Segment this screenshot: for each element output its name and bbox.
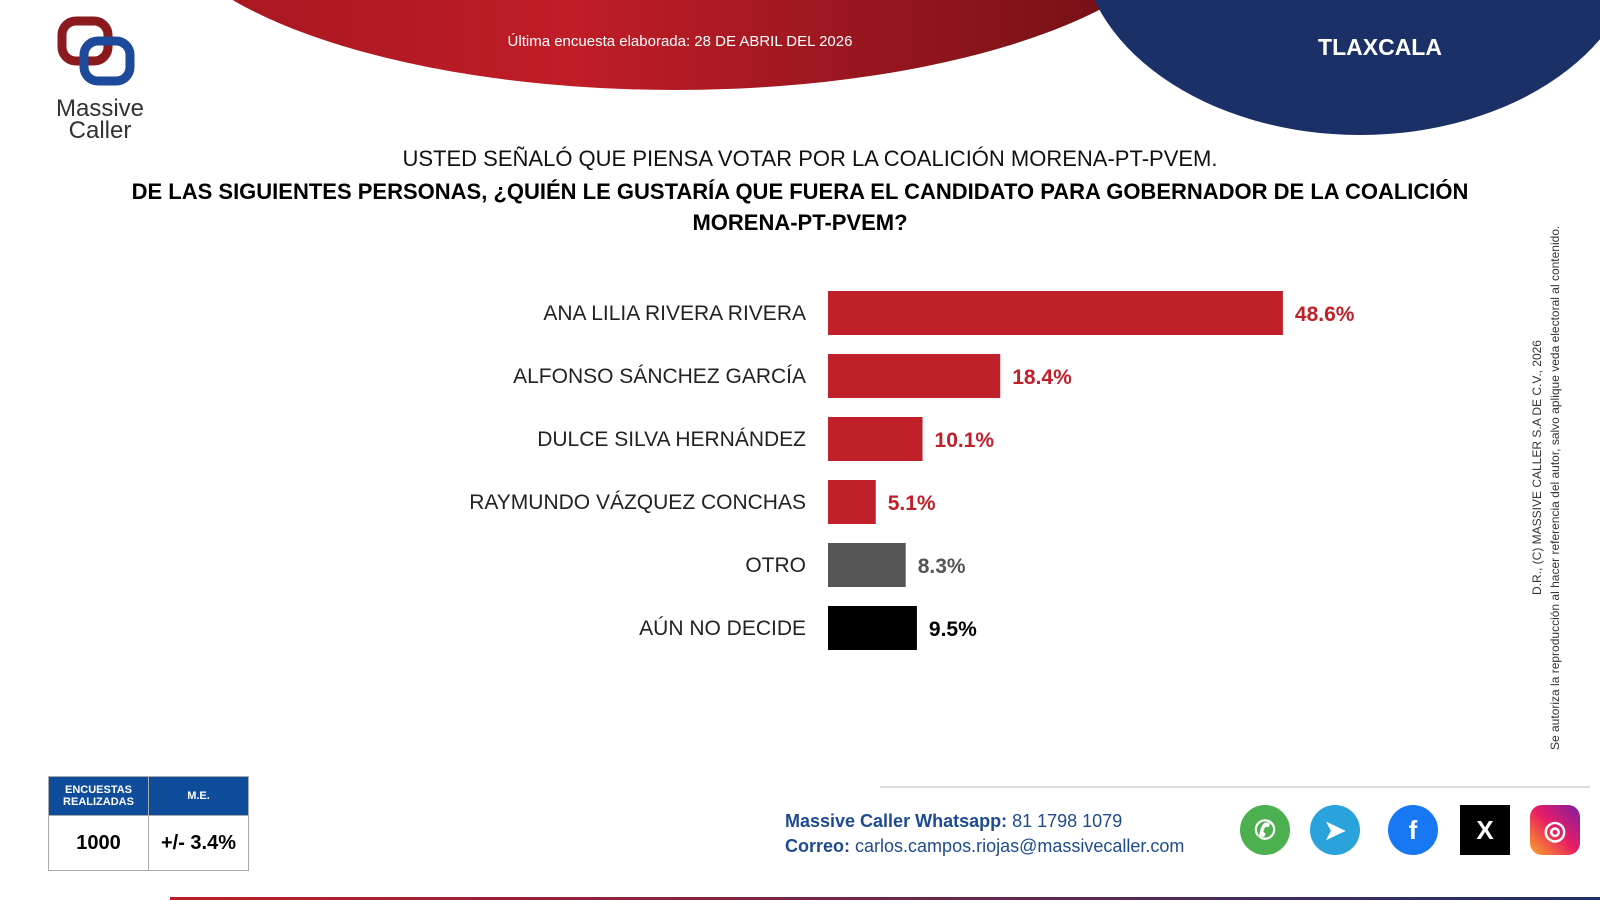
surveys-header: ENCUESTAS REALIZADAS: [48, 776, 149, 816]
data-label: 10.1%: [935, 429, 995, 452]
massive-caller-logo: Massive Caller: [40, 15, 160, 143]
telegram-icon[interactable]: ➤: [1310, 805, 1360, 855]
email-contact: Correo: carlos.campos.riojas@massivecall…: [785, 836, 1184, 857]
copyright-text: D.R., (C) MASSIVE CALLER S.A DE C.V., 20…: [1530, 340, 1544, 595]
logo-text: Massive Caller: [55, 95, 145, 144]
whatsapp-label: Massive Caller Whatsapp:: [785, 811, 1008, 831]
divider: [880, 786, 1590, 788]
question-intro: USTED SEÑALÓ QUE PIENSA VOTAR POR LA COA…: [402, 146, 1218, 171]
bar: [828, 543, 906, 587]
bar: [828, 480, 876, 524]
whatsapp-contact: Massive Caller Whatsapp: 81 1798 1079: [785, 811, 1122, 832]
data-label: 48.6%: [1295, 303, 1355, 326]
surveys-count: 1000: [48, 815, 149, 871]
survey-date: Última encuesta elaborada: 28 DE ABRIL D…: [507, 33, 853, 50]
survey-stats-table: ENCUESTAS REALIZADAS M.E. 1000 +/- 3.4%: [48, 776, 249, 871]
state-name: TLAXCALA: [1318, 34, 1442, 60]
whatsapp-number[interactable]: 81 1798 1079: [1012, 811, 1123, 831]
question-title: DE LAS SIGUIENTES PERSONAS, ¿QUIÉN LE GU…: [131, 179, 1469, 235]
bar: [828, 417, 923, 461]
bar: [828, 606, 917, 650]
facebook-icon[interactable]: f: [1388, 805, 1438, 855]
data-label: 5.1%: [888, 492, 936, 515]
data-label: 9.5%: [929, 618, 977, 641]
reproduction-text: Se autoriza la reproducción al hacer ref…: [1548, 225, 1562, 750]
category-label: RAYMUNDO VÁZQUEZ CONCHAS: [469, 491, 806, 514]
margin-header: M.E.: [148, 776, 249, 816]
margin-error: +/- 3.4%: [148, 815, 249, 871]
category-label: ALFONSO SÁNCHEZ GARCÍA: [513, 365, 806, 388]
category-label: OTRO: [745, 554, 806, 577]
whatsapp-icon[interactable]: ✆: [1240, 805, 1290, 855]
data-label: 18.4%: [1012, 366, 1072, 389]
email-address[interactable]: carlos.campos.riojas@massivecaller.com: [855, 836, 1185, 856]
bar: [828, 291, 1283, 335]
bar: [828, 354, 1001, 398]
footer-line: [170, 897, 1600, 900]
email-label: Correo:: [785, 836, 851, 856]
category-label: DULCE SILVA HERNÁNDEZ: [537, 428, 806, 451]
category-label: AÚN NO DECIDE: [639, 617, 806, 640]
instagram-icon[interactable]: ◎: [1530, 805, 1580, 855]
category-label: ANA LILIA RIVERA RIVERA: [543, 302, 806, 325]
x-icon[interactable]: X: [1460, 805, 1510, 855]
data-label: 8.3%: [918, 555, 966, 578]
